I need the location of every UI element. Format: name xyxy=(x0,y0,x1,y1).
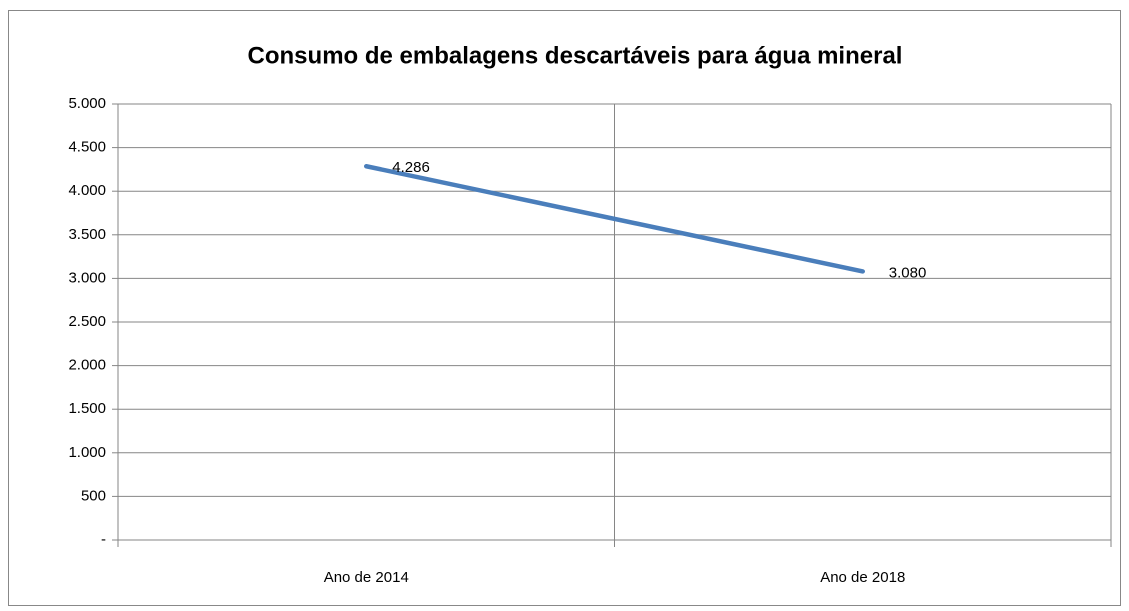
y-tick-label: - xyxy=(101,531,106,548)
y-tick-label: 1.500 xyxy=(68,400,106,417)
y-tick-label: 1.000 xyxy=(68,444,106,461)
data-label: 3.080 xyxy=(889,264,927,281)
y-tick-label: 4.500 xyxy=(68,139,106,156)
y-tick-label: 3.500 xyxy=(68,226,106,243)
y-tick-label: 2.500 xyxy=(68,313,106,330)
x-tick-label: Ano de 2018 xyxy=(820,569,905,586)
y-tick-label: 3.000 xyxy=(68,269,106,286)
y-tick-label: 4.000 xyxy=(68,182,106,199)
data-label: 4.286 xyxy=(392,159,430,176)
y-tick-label: 2.000 xyxy=(68,357,106,374)
x-tick-label: Ano de 2014 xyxy=(324,569,409,586)
y-tick-label: 500 xyxy=(81,487,106,504)
y-tick-label: 5.000 xyxy=(68,95,106,112)
chart-border xyxy=(8,10,1121,606)
chart-title: Consumo de embalagens descartáveis para … xyxy=(248,42,903,69)
line xyxy=(364,164,865,274)
